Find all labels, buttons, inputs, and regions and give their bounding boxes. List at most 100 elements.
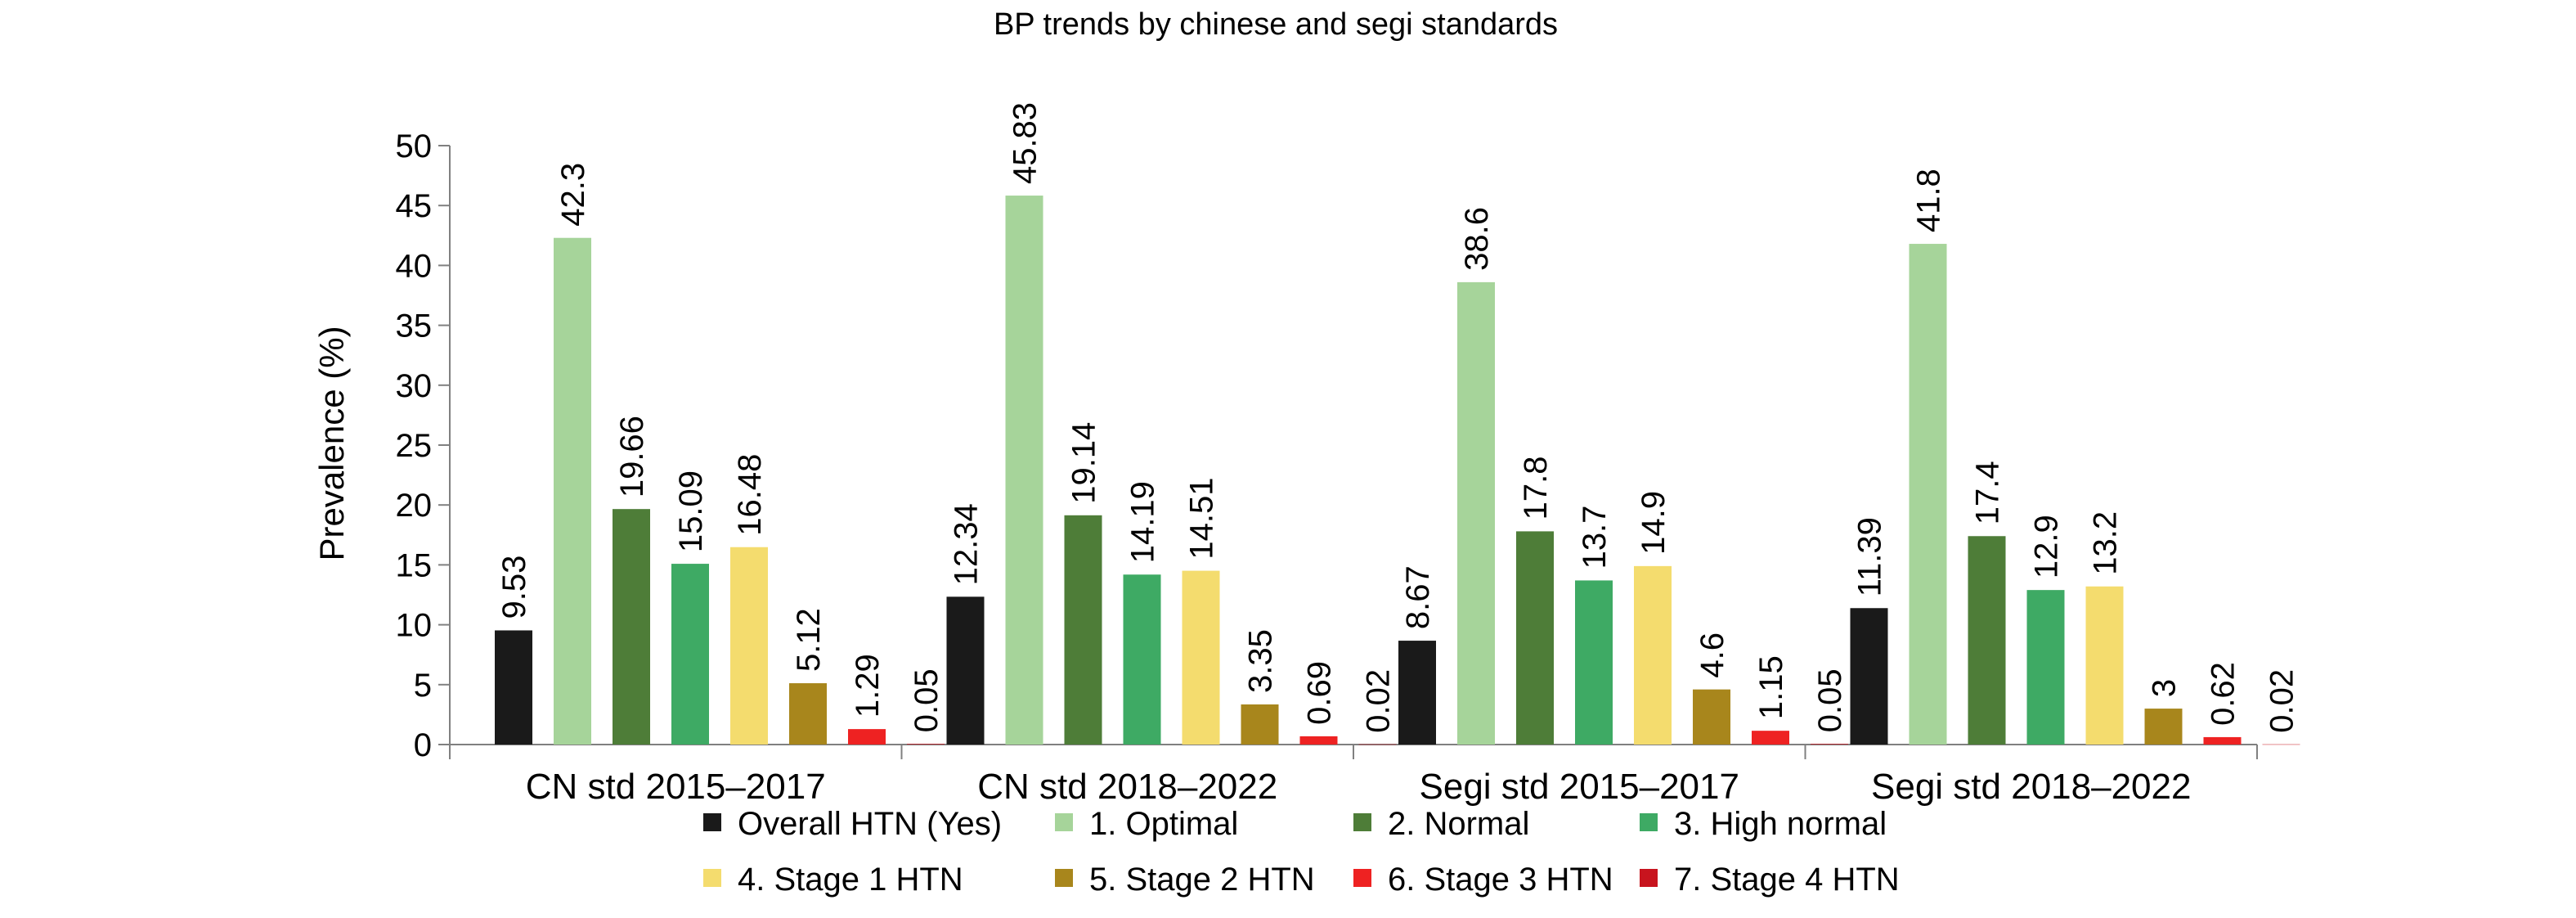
data-label: 5.12: [791, 608, 827, 672]
data-label: 0.05: [1812, 668, 1848, 732]
bar: [1968, 536, 2006, 745]
data-label: 41.8: [1911, 169, 1947, 232]
bar: [495, 630, 532, 745]
bar: [554, 237, 591, 745]
bar: [1299, 736, 1338, 745]
legend-swatch: [703, 869, 721, 887]
data-label: 38.6: [1459, 207, 1495, 271]
category-label: CN std 2015–2017: [526, 767, 826, 807]
data-label: 14.19: [1125, 481, 1161, 563]
data-label: 45.83: [1008, 102, 1043, 184]
data-label: 4.6: [1694, 632, 1730, 678]
data-label: 1.29: [850, 654, 886, 718]
y-tick-label: 30: [396, 368, 433, 404]
bar: [946, 596, 985, 745]
data-label: 42.3: [555, 163, 591, 227]
legend-label: 1. Optimal: [1089, 806, 1238, 842]
bar: [1123, 574, 1161, 745]
data-label: 12.9: [2029, 515, 2065, 578]
legend-swatch: [1353, 813, 1371, 831]
legend-swatch: [1055, 869, 1073, 887]
y-tick-label: 25: [396, 428, 433, 464]
bar: [1241, 704, 1279, 745]
bar: [613, 509, 650, 745]
bar: [2085, 586, 2124, 745]
y-tick-label: 10: [396, 608, 433, 644]
bar: [1811, 744, 1848, 745]
data-label: 0.69: [1302, 661, 1338, 725]
category-label: CN std 2018–2022: [977, 767, 1277, 807]
bars: [495, 196, 2300, 745]
data-label: 3: [2147, 679, 2183, 697]
bar: [1457, 281, 1495, 745]
y-tick-label: 40: [396, 248, 433, 284]
data-label: 14.9: [1636, 491, 1672, 555]
data-label: 15.09: [673, 470, 709, 552]
legend-swatch: [1640, 813, 1658, 831]
legend-label: 5. Stage 2 HTN: [1089, 862, 1315, 898]
bar: [1634, 565, 1672, 745]
data-label: 17.8: [1518, 457, 1554, 520]
y-tick-label: 20: [396, 488, 433, 524]
data-label: 17.4: [1970, 461, 2006, 524]
data-labels: 9.53 12.34 8.67 11.39 42.3 45.83 38.6 41.8 19.66…: [496, 102, 2300, 733]
data-label: 19.66: [614, 416, 650, 497]
bar: [1064, 515, 1102, 745]
legend-label: 3. High normal: [1674, 806, 1887, 842]
data-label: 13.2: [2088, 511, 2124, 575]
y-tick-label: 5: [414, 668, 432, 704]
y-axis-label: Prevalence (%): [312, 326, 351, 560]
y-tick-label: 35: [396, 308, 433, 344]
bar: [1005, 196, 1043, 745]
category-label: Segi std 2015–2017: [1420, 767, 1739, 807]
legend-swatch: [1055, 813, 1073, 831]
bar: [789, 683, 827, 745]
legend-label: 4. Stage 1 HTN: [738, 862, 963, 898]
data-label: 0.05: [909, 668, 945, 732]
bar: [2144, 709, 2183, 745]
bar: [1398, 641, 1436, 745]
y-tick-label: 45: [396, 188, 433, 224]
data-label: 0.02: [1361, 669, 1397, 733]
data-label: 0.02: [2264, 669, 2300, 733]
data-label: 3.35: [1243, 629, 1279, 693]
legend-swatch: [1640, 869, 1658, 887]
data-label: 14.51: [1184, 477, 1220, 559]
bar: [1182, 570, 1220, 745]
bar: [2203, 736, 2242, 745]
data-label: 13.7: [1577, 506, 1613, 569]
bar: [1693, 689, 1730, 745]
data-label: 12.34: [949, 503, 985, 585]
data-label: 11.39: [1852, 517, 1888, 596]
data-label: 16.48: [732, 454, 768, 536]
bar: [1850, 608, 1888, 745]
bar: [1909, 244, 1947, 745]
y-tick-label: 50: [396, 128, 433, 164]
bar: [730, 547, 768, 745]
axes: 0 5 10 15 20 25 30 35 40 45 50 CN std 2015–2017 CN s…: [396, 128, 2258, 807]
bar: [848, 729, 886, 745]
legend-label: Overall HTN (Yes): [738, 806, 1002, 842]
legend: Overall HTN (Yes) 1. Optimal 2. Normal 3. H…: [703, 806, 1900, 898]
data-label: 8.67: [1400, 565, 1436, 629]
category-label: Segi std 2018–2022: [1871, 767, 2191, 807]
y-tick-label: 0: [414, 727, 432, 763]
legend-label: 6. Stage 3 HTN: [1388, 862, 1613, 898]
legend-label: 7. Stage 4 HTN: [1674, 862, 1900, 898]
bar: [1516, 531, 1554, 745]
bar: [671, 564, 709, 745]
legend-swatch: [1353, 869, 1371, 887]
bar: [2026, 590, 2065, 745]
y-tick-label: 15: [396, 547, 433, 583]
bar: [1752, 731, 1789, 745]
legend-swatch: [703, 813, 721, 831]
chart-title: BP trends by chinese and segi standards: [994, 7, 1558, 42]
legend-label: 2. Normal: [1388, 806, 1529, 842]
data-label: 19.14: [1066, 422, 1102, 504]
bar: [907, 744, 945, 745]
bar: [1575, 580, 1613, 745]
data-label: 9.53: [496, 556, 532, 619]
data-label: 1.15: [1753, 655, 1789, 719]
data-label: 0.62: [2206, 662, 2242, 726]
